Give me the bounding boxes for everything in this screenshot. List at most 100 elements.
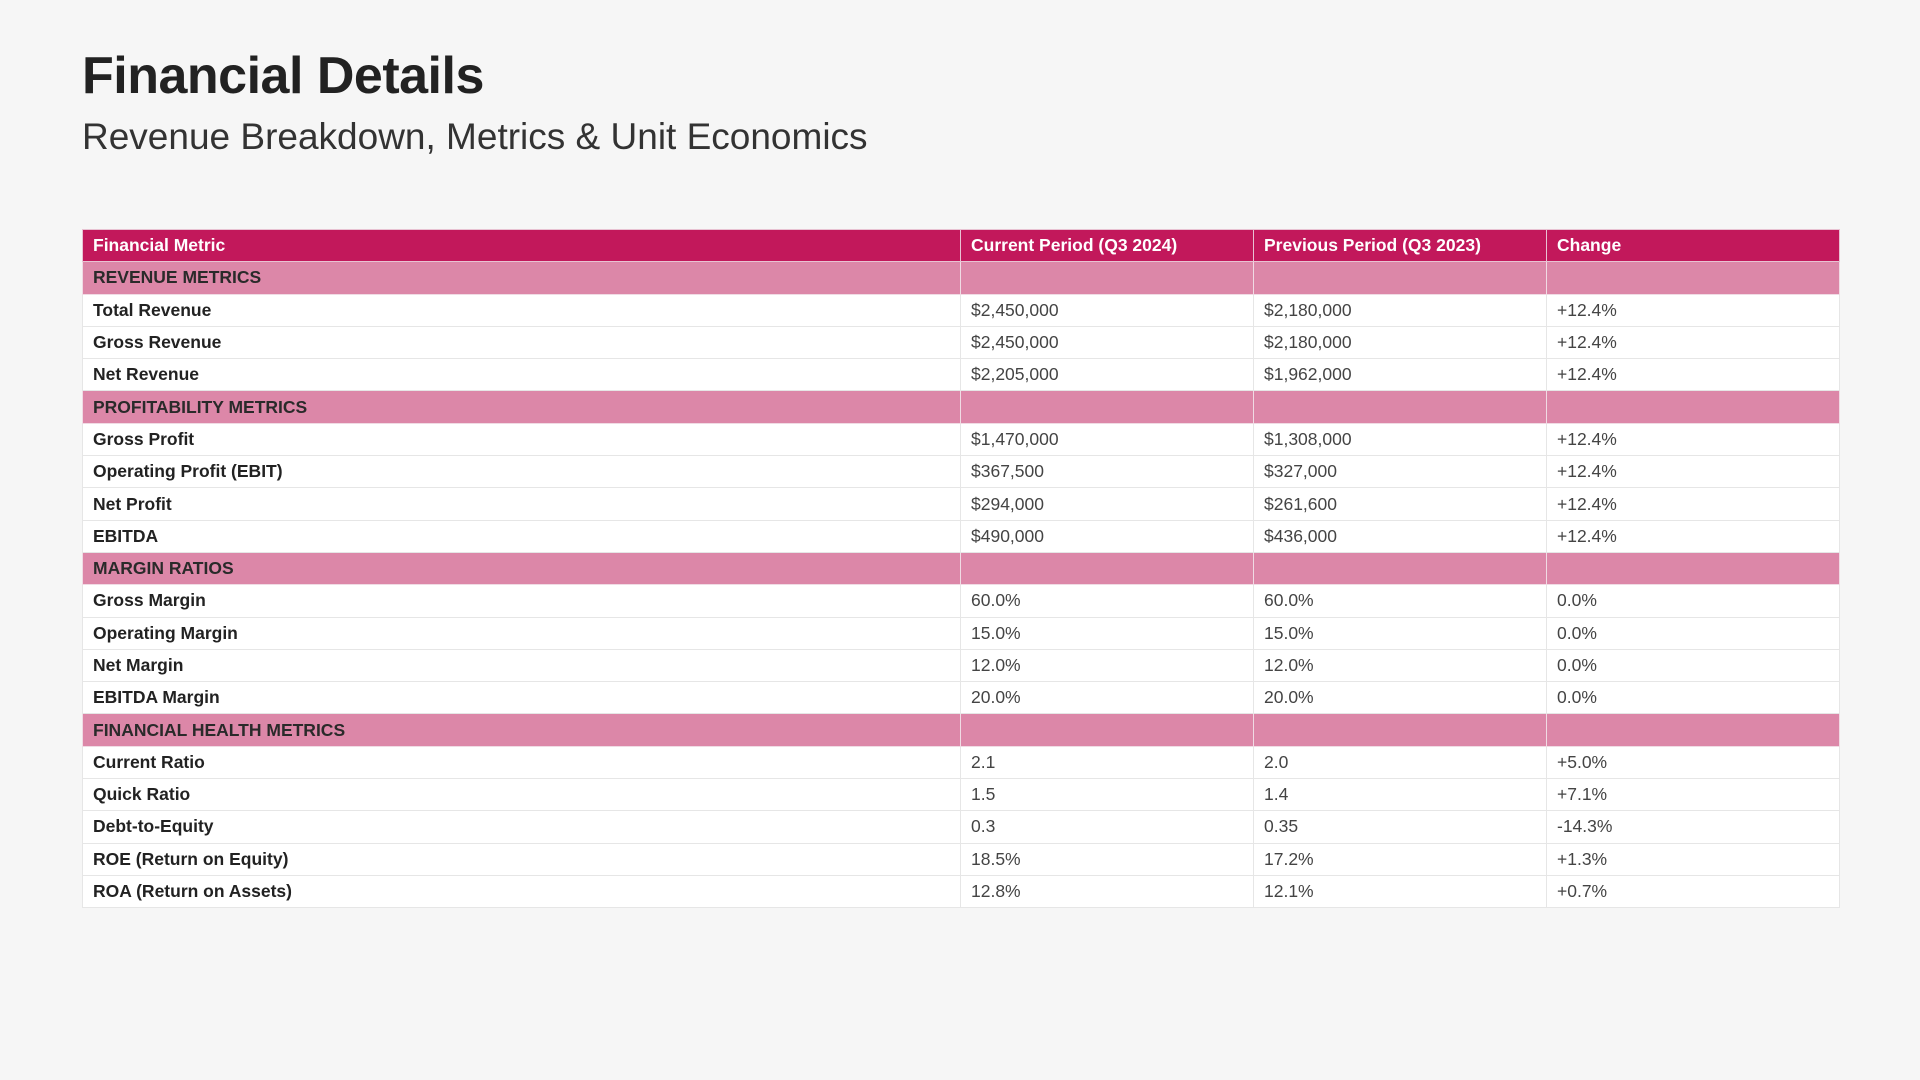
current-value: $294,000 xyxy=(960,487,1254,521)
table-header-row: Financial Metric Current Period (Q3 2024… xyxy=(82,228,1840,263)
previous-value: 17.2% xyxy=(1253,842,1547,876)
table-row: Current Ratio 2.1 2.0 +5.0% xyxy=(82,745,1840,780)
table-row: ROE (Return on Equity) 18.5% 17.2% +1.3% xyxy=(82,842,1840,876)
section-row: REVENUE METRICS xyxy=(82,261,1840,295)
table-row: Gross Margin 60.0% 60.0% 0.0% xyxy=(82,584,1840,618)
section-row: FINANCIAL HEALTH METRICS xyxy=(82,713,1840,747)
table-row: Gross Revenue $2,450,000 $2,180,000 +12.4% xyxy=(82,325,1840,360)
previous-value: 15.0% xyxy=(1253,616,1547,650)
table-row: Net Margin 12.0% 12.0% 0.0% xyxy=(82,648,1840,683)
change-value: +5.0% xyxy=(1546,745,1840,780)
table-row: Net Profit $294,000 $261,600 +12.4% xyxy=(82,487,1840,521)
table-row: Operating Margin 15.0% 15.0% 0.0% xyxy=(82,616,1840,650)
change-value: 0.0% xyxy=(1546,681,1840,715)
current-value: 2.1 xyxy=(960,745,1254,780)
current-value: 20.0% xyxy=(960,681,1254,715)
table-body: REVENUE METRICS Total Revenue $2,450,000 $2… xyxy=(82,261,1840,909)
metric-name: EBITDA xyxy=(82,519,961,553)
change-value: +1.3% xyxy=(1546,842,1840,876)
metric-name: Net Profit xyxy=(82,487,961,521)
column-header-metric: Financial Metric xyxy=(82,228,961,263)
current-value: 12.8% xyxy=(960,874,1254,909)
current-value: $1,470,000 xyxy=(960,422,1254,457)
section-empty-cell xyxy=(960,390,1254,424)
metric-name: EBITDA Margin xyxy=(82,681,961,715)
current-value: 1.5 xyxy=(960,778,1254,812)
current-value: 0.3 xyxy=(960,810,1254,844)
section-empty-cell xyxy=(1253,261,1547,295)
section-label: MARGIN RATIOS xyxy=(82,551,961,586)
section-empty-cell xyxy=(960,261,1254,295)
current-value: 18.5% xyxy=(960,842,1254,876)
previous-value: 2.0 xyxy=(1253,745,1547,780)
change-value: -14.3% xyxy=(1546,810,1840,844)
page-title: Financial Details xyxy=(82,47,484,105)
section-empty-cell xyxy=(960,551,1254,586)
metric-name: Quick Ratio xyxy=(82,778,961,812)
section-row: MARGIN RATIOS xyxy=(82,551,1840,586)
page-subtitle: Revenue Breakdown, Metrics & Unit Econom… xyxy=(82,116,868,157)
change-value: +12.4% xyxy=(1546,293,1840,327)
change-value: +12.4% xyxy=(1546,487,1840,521)
metric-name: Total Revenue xyxy=(82,293,961,327)
metric-name: ROE (Return on Equity) xyxy=(82,842,961,876)
table-row: EBITDA Margin 20.0% 20.0% 0.0% xyxy=(82,681,1840,715)
previous-value: 12.0% xyxy=(1253,648,1547,683)
metric-name: Net Margin xyxy=(82,648,961,683)
table-row: EBITDA $490,000 $436,000 +12.4% xyxy=(82,519,1840,553)
table-row: ROA (Return on Assets) 12.8% 12.1% +0.7% xyxy=(82,874,1840,909)
section-empty-cell xyxy=(1546,713,1840,747)
table-row: Gross Profit $1,470,000 $1,308,000 +12.4% xyxy=(82,422,1840,457)
metric-name: Current Ratio xyxy=(82,745,961,780)
table-row: Total Revenue $2,450,000 $2,180,000 +12.4% xyxy=(82,293,1840,327)
previous-value: $327,000 xyxy=(1253,455,1547,489)
previous-value: 12.1% xyxy=(1253,874,1547,909)
change-value: +12.4% xyxy=(1546,455,1840,489)
change-value: +7.1% xyxy=(1546,778,1840,812)
previous-value: $1,962,000 xyxy=(1253,358,1547,392)
section-label: REVENUE METRICS xyxy=(82,261,961,295)
change-value: 0.0% xyxy=(1546,616,1840,650)
table-row: Quick Ratio 1.5 1.4 +7.1% xyxy=(82,778,1840,812)
current-value: $490,000 xyxy=(960,519,1254,553)
change-value: +12.4% xyxy=(1546,422,1840,457)
metric-name: Gross Margin xyxy=(82,584,961,618)
previous-value: $2,180,000 xyxy=(1253,325,1547,360)
metric-name: ROA (Return on Assets) xyxy=(82,874,961,909)
change-value: +12.4% xyxy=(1546,358,1840,392)
change-value: 0.0% xyxy=(1546,584,1840,618)
section-empty-cell xyxy=(1546,390,1840,424)
section-empty-cell xyxy=(960,713,1254,747)
change-value: 0.0% xyxy=(1546,648,1840,683)
previous-value: 60.0% xyxy=(1253,584,1547,618)
metric-name: Debt-to-Equity xyxy=(82,810,961,844)
current-value: $367,500 xyxy=(960,455,1254,489)
previous-value: 20.0% xyxy=(1253,681,1547,715)
column-header-change: Change xyxy=(1546,228,1840,263)
previous-value: $1,308,000 xyxy=(1253,422,1547,457)
table-row: Net Revenue $2,205,000 $1,962,000 +12.4% xyxy=(82,358,1840,392)
section-row: PROFITABILITY METRICS xyxy=(82,390,1840,424)
metric-name: Operating Margin xyxy=(82,616,961,650)
metric-name: Net Revenue xyxy=(82,358,961,392)
change-value: +0.7% xyxy=(1546,874,1840,909)
change-value: +12.4% xyxy=(1546,325,1840,360)
section-label: PROFITABILITY METRICS xyxy=(82,390,961,424)
previous-value: 0.35 xyxy=(1253,810,1547,844)
current-value: 60.0% xyxy=(960,584,1254,618)
previous-value: $436,000 xyxy=(1253,519,1547,553)
metric-name: Gross Profit xyxy=(82,422,961,457)
metric-name: Operating Profit (EBIT) xyxy=(82,455,961,489)
current-value: $2,205,000 xyxy=(960,358,1254,392)
section-empty-cell xyxy=(1546,551,1840,586)
column-header-previous: Previous Period (Q3 2023) xyxy=(1253,228,1547,263)
section-empty-cell xyxy=(1253,713,1547,747)
previous-value: 1.4 xyxy=(1253,778,1547,812)
financial-table: Financial Metric Current Period (Q3 2024… xyxy=(82,228,1840,909)
section-empty-cell xyxy=(1546,261,1840,295)
metric-name: Gross Revenue xyxy=(82,325,961,360)
current-value: 15.0% xyxy=(960,616,1254,650)
current-value: 12.0% xyxy=(960,648,1254,683)
column-header-current: Current Period (Q3 2024) xyxy=(960,228,1254,263)
section-label: FINANCIAL HEALTH METRICS xyxy=(82,713,961,747)
